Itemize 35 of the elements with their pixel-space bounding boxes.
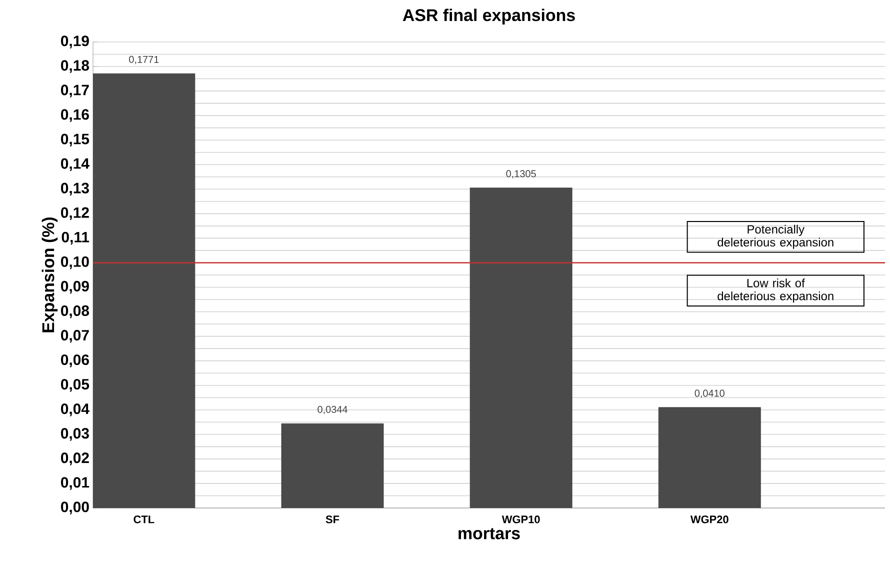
y-tick-label: 0,19 [61,36,89,48]
y-tick-label: 0,02 [61,452,89,466]
chart-title: ASR final expansions [402,8,575,24]
y-tick-label: 0,15 [61,134,90,146]
y-tick-label: 0,07 [61,330,89,343]
y-tick-label: 0,04 [61,404,90,416]
y-tick-label: 0,13 [61,182,89,196]
y-axis-title: Expansion (%) [42,217,58,332]
annotation: Potencially deleterious expansion [718,224,834,249]
y-tick-label: 0,01 [61,477,90,490]
bar [658,407,761,508]
x-tick-label: CTL [134,516,154,524]
data-label: 0,1305 [506,170,536,178]
y-tick-label: 0,12 [61,207,89,220]
y-tick-label: 0,06 [61,354,89,368]
x-tick-label: WGP20 [690,516,728,524]
data-label: 0,1771 [129,56,159,64]
y-tick-label: 0,18 [61,60,90,73]
x-tick-label: SF [326,516,340,524]
x-tick-label: WGP10 [502,516,540,524]
annotation: Low risk of deleterious expansion [718,278,834,303]
y-tick-label: 0,16 [61,109,89,122]
bar [281,423,384,508]
y-tick-label: 0,08 [61,305,90,318]
y-tick-label: 0,05 [61,378,90,392]
x-axis-title: mortars [458,528,520,540]
y-tick-label: 0,09 [61,280,89,294]
y-tick-label: 0,03 [61,428,89,441]
y-tick-label: 0,10 [61,256,89,270]
data-label: 0,0410 [694,390,724,398]
y-tick-label: 0,14 [61,158,90,171]
y-tick-label: 0,00 [61,502,89,514]
data-label: 0,0344 [318,406,348,414]
y-tick-label: 0,11 [62,232,90,245]
y-tick-label: 0,17 [61,84,89,98]
